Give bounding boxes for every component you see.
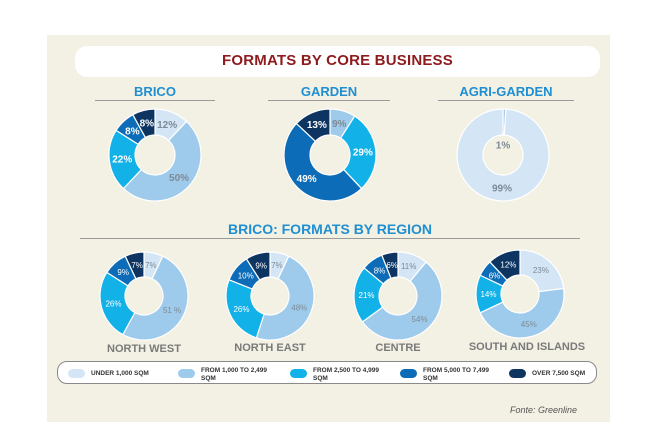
donut-slice bbox=[456, 108, 550, 202]
brico-heading: BRICO bbox=[134, 84, 176, 99]
donut-slice-label: 54% bbox=[412, 315, 428, 324]
legend-swatch bbox=[400, 369, 417, 378]
donut-slice-label: 7% bbox=[145, 261, 157, 270]
donut-slice-label: 9% bbox=[332, 119, 347, 130]
infographic-panel bbox=[47, 35, 610, 422]
donut-slice bbox=[122, 120, 202, 202]
legend-item: UNDER 1,000 SQM bbox=[68, 367, 149, 378]
legend: UNDER 1,000 SQM FROM 1,000 TO 2,499 SQM … bbox=[57, 361, 597, 384]
donut-slice bbox=[283, 122, 363, 202]
donut-slice bbox=[489, 249, 521, 281]
legend-swatch bbox=[509, 369, 526, 378]
donut-garden: 9% 29% 49% 13% bbox=[283, 108, 377, 202]
garden-rule bbox=[268, 100, 390, 101]
title-box bbox=[75, 46, 600, 77]
donut-slice-label: 1% bbox=[496, 141, 511, 152]
donut-slice bbox=[245, 251, 271, 281]
donut-slice bbox=[295, 108, 331, 143]
region-label-south-and-islands: SOUTH AND ISLANDS bbox=[468, 341, 586, 353]
legend-swatch bbox=[178, 369, 195, 378]
donut-slice bbox=[124, 251, 145, 280]
legend-swatch bbox=[68, 369, 85, 378]
donut-slice bbox=[381, 251, 399, 280]
donut-north-east: 7% 48% 26% 10%9% bbox=[225, 251, 315, 341]
donut-slice-label: 8% bbox=[125, 126, 140, 137]
region-section-title: BRICO: FORMATS BY REGION bbox=[227, 221, 433, 237]
donut-slice-label: 22% bbox=[112, 155, 132, 166]
donut-slice-label: 99% bbox=[492, 183, 512, 194]
region-rule bbox=[80, 238, 580, 239]
donut-slice-label: 26% bbox=[233, 305, 249, 314]
donut-slice bbox=[225, 279, 265, 339]
donut-slice-label: 6% bbox=[386, 261, 398, 270]
donut-slice-label: 29% bbox=[353, 147, 373, 158]
donut-slice bbox=[361, 261, 443, 341]
donut-slice bbox=[339, 115, 377, 190]
legend-item: FROM 1,000 TO 2,499 SQM bbox=[178, 367, 281, 383]
donut-centre: 11% 54% 21% 8%6% bbox=[353, 251, 443, 341]
legend-label: UNDER 1,000 SQM bbox=[91, 370, 149, 377]
donut-agri-garden: 1% 99% bbox=[456, 108, 550, 202]
donut-slice bbox=[479, 287, 565, 339]
donut-slice-label: 7% bbox=[271, 261, 283, 270]
donut-slice-label: 26% bbox=[105, 300, 121, 309]
donut-slice-label: 48% bbox=[291, 303, 307, 312]
donut-slice bbox=[132, 108, 156, 139]
legend-label: FROM 5,000 TO 7,499 SQM bbox=[423, 367, 489, 382]
legend-item: FROM 2,500 TO 4,999 SQM bbox=[290, 367, 393, 383]
donut-slice-label: 12% bbox=[500, 261, 516, 270]
legend-item: OVER 7,500 SQM bbox=[509, 367, 585, 378]
garden-heading: GARDEN bbox=[300, 84, 358, 99]
legend-item: FROM 5,000 TO 7,499 SQM bbox=[400, 367, 503, 383]
donut-slice-label: 21% bbox=[359, 291, 375, 300]
legend-label: FROM 2,500 TO 4,999 SQM bbox=[313, 367, 379, 382]
legend-swatch bbox=[290, 369, 307, 378]
donut-slice bbox=[255, 255, 315, 341]
donut-slice bbox=[99, 271, 136, 336]
donut-slice-label: 14% bbox=[480, 290, 496, 299]
donut-brico: 12% 50% 22% 8%8% bbox=[108, 108, 202, 202]
donut-slice-label: 8% bbox=[374, 266, 386, 275]
donut-slice-label: 11% bbox=[401, 262, 416, 271]
donut-slice-label: 23% bbox=[533, 266, 549, 275]
donut-slice-label: 12% bbox=[157, 120, 177, 131]
donut-slice-label: 9% bbox=[117, 268, 129, 277]
donut-south-and-islands: 23% 45% 14% 6%12% bbox=[475, 249, 565, 339]
donut-slice bbox=[121, 255, 189, 341]
region-label-north-west: NORTH WEST bbox=[107, 343, 181, 355]
region-label-north-east: NORTH EAST bbox=[234, 342, 306, 354]
legend-label: FROM 1,000 TO 2,499 SQM bbox=[201, 367, 267, 382]
donut-slice-label: 49% bbox=[297, 174, 317, 185]
donut-slice-label: 6% bbox=[489, 271, 501, 280]
donut-north-west: 7%51 %26%9%7% bbox=[99, 251, 189, 341]
agri-garden-rule bbox=[438, 100, 574, 101]
region-label-centre: CENTRE bbox=[375, 342, 421, 354]
donut-slice-label: 45% bbox=[521, 320, 537, 329]
donut-slice-label: 7% bbox=[131, 261, 143, 270]
infographic-title: FORMATS BY CORE BUSINESS bbox=[222, 52, 453, 69]
donut-slice-label: 13% bbox=[307, 120, 327, 131]
agri-garden-heading: AGRI-GARDEN bbox=[459, 84, 553, 99]
source-note: Fonte: Greenline bbox=[510, 405, 578, 415]
brico-rule bbox=[95, 100, 215, 101]
donut-slice-label: 9% bbox=[255, 262, 267, 271]
donut-slice-label: 8% bbox=[140, 119, 155, 130]
donut-slice-label: 50% bbox=[169, 173, 189, 184]
legend-label: OVER 7,500 SQM bbox=[532, 370, 586, 377]
donut-slice-label: 51 % bbox=[163, 306, 181, 315]
donut-slice-label: 10% bbox=[238, 272, 254, 281]
